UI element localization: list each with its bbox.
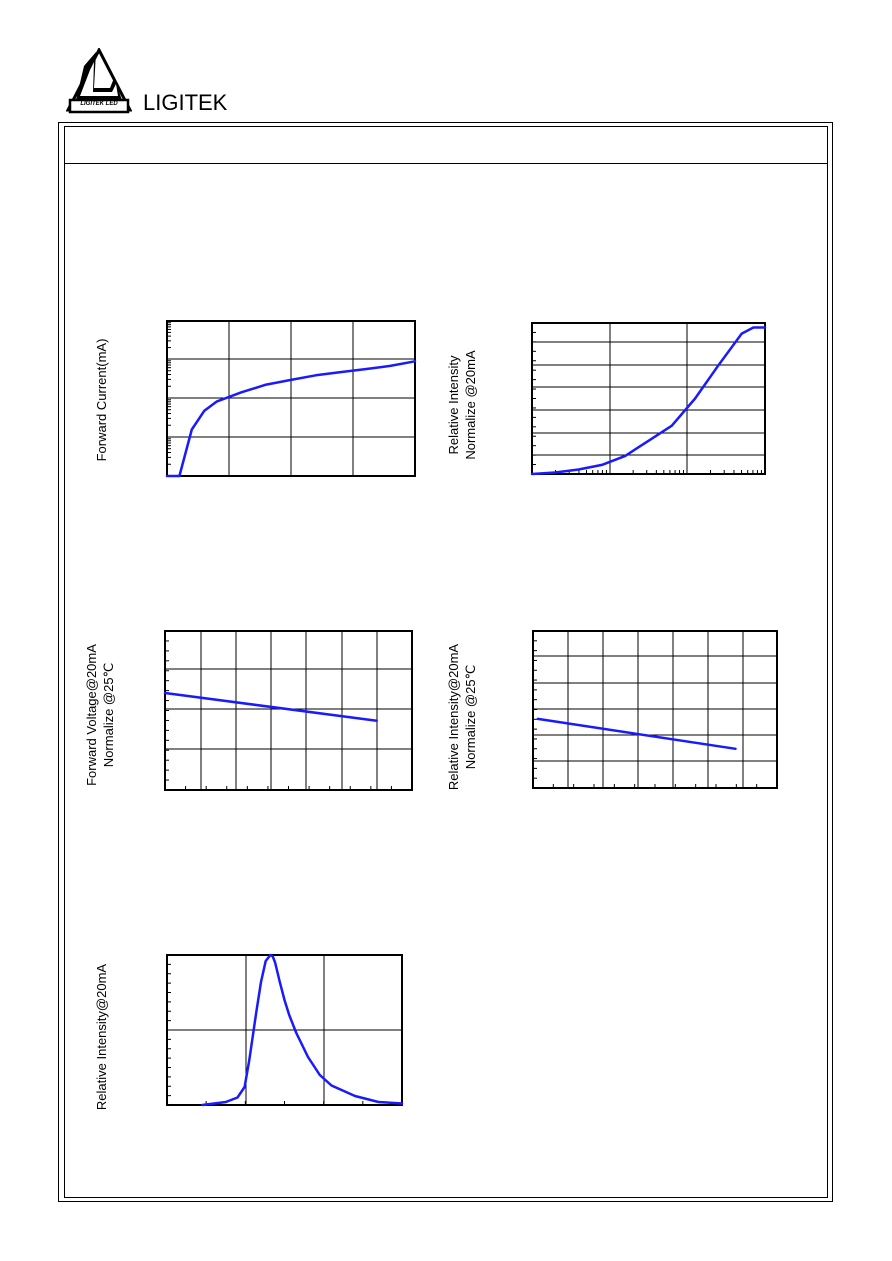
series-curve (165, 360, 417, 478)
axis-ticks (167, 322, 171, 465)
series-curve (530, 326, 767, 476)
page-frame-outer (58, 122, 833, 1202)
y-axis-label-line: Forward Current(mA) (94, 339, 109, 462)
axis-ticks (532, 331, 762, 474)
y-axis-label-line: Relative Intensity (446, 355, 461, 454)
axis-ticks (165, 640, 392, 790)
header-divider (64, 163, 828, 164)
y-axis-label-line: Normalize @25℃ (463, 665, 478, 769)
series-curve (163, 691, 378, 723)
axis-ticks (533, 640, 758, 788)
y-axis-label-line: Relative Intensity@20mA (94, 964, 109, 1110)
series-curve (536, 717, 737, 751)
ligitek-logo (66, 48, 132, 114)
chart-forward-voltage-vs-temp: Forward Voltage@20mA Normalize @25℃ (84, 630, 413, 791)
logo-text: LIGITEK LED (80, 101, 118, 107)
chart-relative-intensity-vs-current: Relative Intensity Normalize @20mA (446, 322, 767, 476)
y-axis-label: Relative Intensity@20mA (94, 964, 109, 1110)
series-curve (201, 953, 404, 1107)
y-axis-label: Forward Current(mA) (94, 339, 109, 462)
y-axis-label: Relative Intensity@20mA Normalize @25℃ (446, 644, 478, 790)
y-axis-label: Forward Voltage@20mA Normalize @25℃ (84, 644, 116, 786)
y-axis-label: Relative Intensity Normalize @20mA (446, 350, 478, 460)
y-axis-label-line: Normalize @20mA (463, 350, 478, 460)
y-axis-label-line: Relative Intensity@20mA (446, 644, 461, 790)
chart-spectral-distribution: Relative Intensity@20mA (94, 953, 404, 1110)
chart-forward-current: Forward Current(mA) (94, 320, 417, 478)
brand-name: LIGITEK (143, 90, 228, 115)
y-axis-label-line: Forward Voltage@20mA (84, 644, 99, 786)
plot-area-border (531, 322, 766, 475)
axis-ticks (167, 963, 364, 1105)
plot-area-border (164, 630, 413, 791)
page-frame-inner (64, 126, 828, 1198)
chart-relative-intensity-vs-temp: Relative Intensity@20mA Normalize @25℃ (446, 630, 778, 790)
y-axis-label-line: Normalize @25℃ (101, 663, 116, 767)
